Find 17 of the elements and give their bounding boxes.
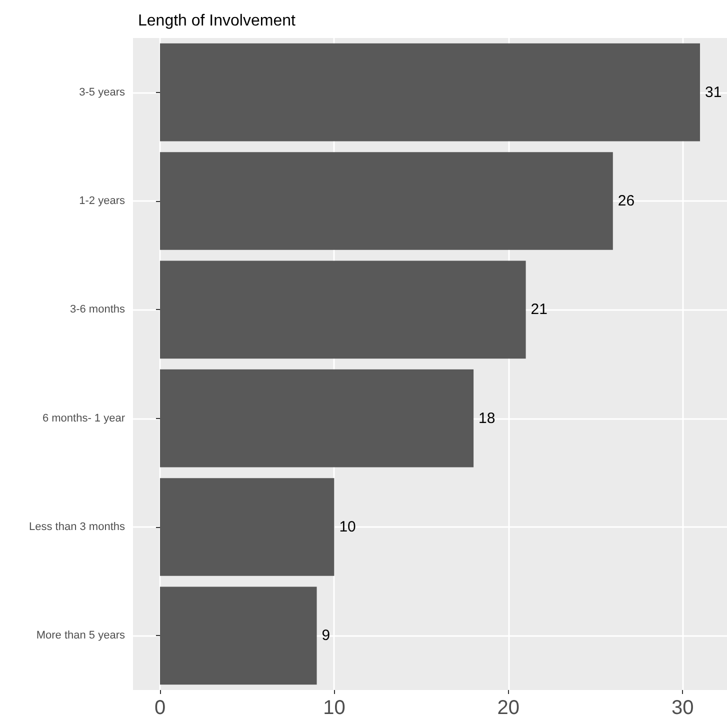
data-label: 21 xyxy=(530,301,548,318)
y-tick-label: Less than 3 months xyxy=(28,521,126,533)
y-tick-label: 1-2 years xyxy=(79,195,126,207)
data-label: 26 xyxy=(618,192,635,210)
y-tick-label: 3-5 years xyxy=(79,86,126,98)
y-tick-label: 6 months- 1 year xyxy=(42,412,126,424)
y-tick-label: 3-6 months xyxy=(70,304,126,316)
x-tick-label: 20 xyxy=(497,697,520,719)
x-tick-label: 10 xyxy=(323,697,346,719)
chart-title: Length of Involvement xyxy=(138,12,296,30)
data-label: 9 xyxy=(322,627,330,644)
data-label: 18 xyxy=(478,410,496,427)
x-tick-label: 30 xyxy=(671,697,694,719)
x-tick-label: 0 xyxy=(154,697,166,719)
y-tick-label: More than 5 years xyxy=(36,630,126,642)
data-label: 31 xyxy=(705,84,722,101)
data-label: 10 xyxy=(339,518,356,536)
